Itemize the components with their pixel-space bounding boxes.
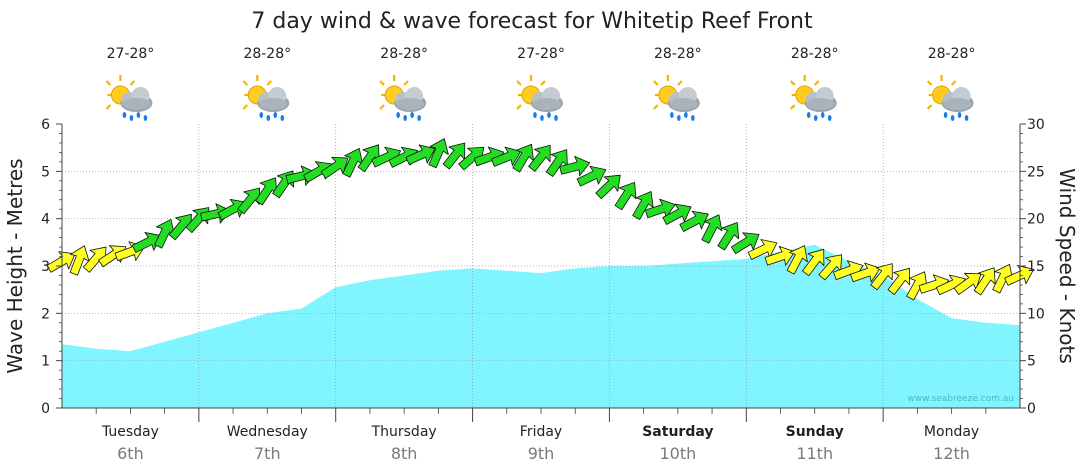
- left-tick-label: 1: [41, 354, 50, 370]
- right-axis-title: Wind Speed - Knots: [1055, 168, 1079, 364]
- wind-arrow: [764, 245, 796, 266]
- wind-arrow: [320, 156, 349, 179]
- day-name-label: Friday: [520, 424, 562, 440]
- temperature-range: 28-28°: [928, 46, 976, 62]
- cloud-sun-rain-icon: [105, 73, 154, 123]
- day-date-label: 7th: [254, 444, 281, 463]
- wind-arrow: [131, 232, 162, 253]
- wind-arrow: [559, 156, 591, 177]
- wind-arrow: [632, 191, 654, 220]
- day-name-label: Saturday: [642, 424, 713, 440]
- wind-arrow: [98, 245, 127, 268]
- left-tick-label: 5: [41, 164, 50, 180]
- chart-title: 7 day wind & wave forecast for Whitetip …: [251, 9, 813, 34]
- cloud-sun-rain-icon: [379, 73, 428, 123]
- left-tick-label: 4: [41, 212, 50, 228]
- left-tick-label: 3: [41, 259, 50, 275]
- wind-arrow: [850, 262, 881, 283]
- wind-arrow: [662, 203, 692, 225]
- day-name-label: Sunday: [786, 424, 844, 440]
- right-tick-label: 30: [1027, 117, 1045, 133]
- wind-arrow: [973, 267, 996, 296]
- left-axis-title: Wave Height - Metres: [3, 158, 27, 373]
- wind-arrow: [717, 222, 740, 251]
- cloud-sun-rain-icon: [789, 73, 838, 123]
- temperature-range: 27-28°: [107, 46, 155, 62]
- wind-arrow: [614, 181, 637, 211]
- day-date-label: 9th: [528, 444, 555, 463]
- right-tick-label: 20: [1027, 212, 1045, 228]
- wind-arrow: [512, 143, 534, 173]
- right-tick-label: 10: [1027, 306, 1045, 322]
- day-date-label: 12th: [933, 444, 970, 463]
- wind-arrow: [428, 138, 449, 169]
- wind-arrow: [217, 199, 247, 221]
- left-tick-label: 0: [41, 401, 50, 417]
- cloud-sun-rain-icon: [242, 73, 291, 123]
- wind-arrow: [490, 146, 522, 167]
- wind-arrow: [887, 267, 910, 295]
- right-tick-label: 25: [1027, 164, 1045, 180]
- temperature-range: 28-28°: [791, 46, 839, 62]
- day-date-label: 8th: [391, 444, 418, 463]
- wind-arrow: [595, 174, 621, 200]
- temperature-range: 28-28°: [654, 46, 702, 62]
- day-date-label: 6th: [117, 444, 144, 463]
- right-tick-label: 0: [1027, 401, 1036, 417]
- right-tick-label: 15: [1027, 259, 1045, 275]
- cloud-sun-rain-icon: [515, 73, 565, 123]
- left-tick-label: 2: [41, 306, 50, 322]
- wind-arrow: [46, 251, 76, 273]
- day-name-label: Thursday: [371, 424, 437, 440]
- wind-arrow: [786, 245, 808, 275]
- day-name-label: Wednesday: [227, 424, 308, 440]
- day-name-label: Tuesday: [101, 424, 159, 440]
- wind-arrow: [528, 144, 551, 172]
- temperature-range: 28-28°: [380, 46, 428, 62]
- day-name-label: Monday: [924, 424, 979, 440]
- temperature-range: 28-28°: [243, 46, 291, 62]
- wind-arrow: [802, 248, 825, 277]
- wind-arrow: [870, 263, 893, 291]
- day-date-label: 11th: [796, 444, 833, 463]
- cloud-sun-rain-icon: [926, 73, 975, 123]
- watermark-text: www.seabreeze.com.au: [907, 394, 1014, 404]
- cloud-sun-rain-icon: [652, 73, 701, 123]
- wind-arrow: [679, 210, 709, 232]
- day-date-label: 10th: [659, 444, 696, 463]
- wind-arrow: [576, 165, 607, 187]
- wave-height-area: [62, 244, 1020, 408]
- wind-arrow: [442, 142, 466, 170]
- left-tick-label: 6: [41, 117, 50, 133]
- wind-arrow: [1004, 265, 1035, 286]
- wind-arrow: [405, 144, 436, 165]
- wind-arrow: [237, 187, 261, 215]
- wind-arrow: [701, 214, 723, 244]
- right-tick-label: 5: [1027, 354, 1036, 370]
- wind-arrow: [731, 232, 760, 255]
- temperature-range: 27-28°: [517, 46, 565, 62]
